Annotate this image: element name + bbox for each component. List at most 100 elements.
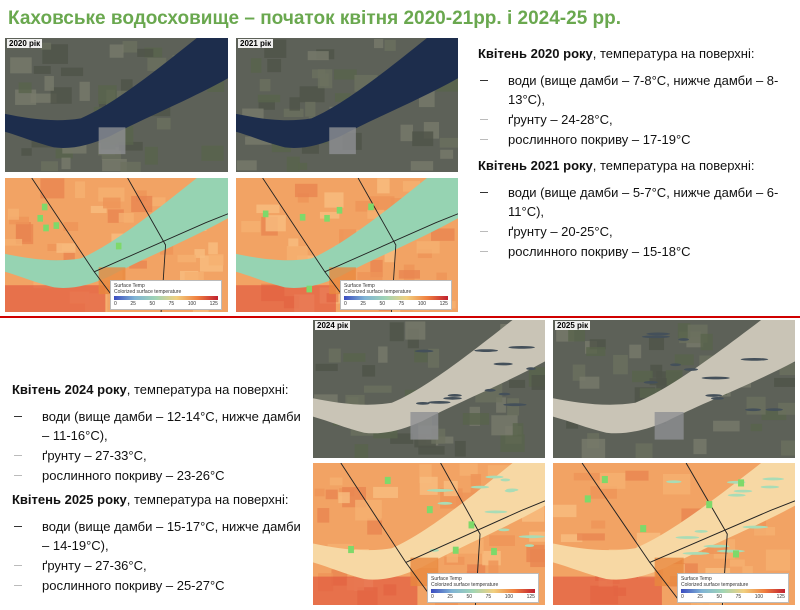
hot-zone xyxy=(236,285,336,312)
field xyxy=(446,550,458,563)
channel xyxy=(703,544,730,548)
channel xyxy=(760,485,780,489)
field xyxy=(512,423,524,437)
field xyxy=(208,254,224,266)
legend: Surface Temp Colorized surface temperatur… xyxy=(110,280,222,310)
channel xyxy=(485,475,504,479)
road xyxy=(581,463,680,601)
field xyxy=(297,193,309,203)
legend-subtitle: Colorized surface temperature xyxy=(114,289,182,295)
legend-tick: 0 xyxy=(681,594,684,600)
field xyxy=(377,178,390,194)
field xyxy=(201,145,224,161)
legend-tick: 100 xyxy=(187,301,197,307)
satellite-image: 2021 рік xyxy=(236,38,458,172)
reservoir xyxy=(313,320,545,434)
legend-tick: 100 xyxy=(754,594,764,600)
field xyxy=(491,415,518,436)
field xyxy=(531,375,545,390)
field xyxy=(334,93,351,102)
field xyxy=(700,333,713,351)
field xyxy=(44,76,54,91)
image-label: 2024 рік xyxy=(315,321,351,330)
text-block: Квітень 2021 року, температура на поверх… xyxy=(478,156,790,273)
legend-tick: 50 xyxy=(716,594,723,600)
green-patch xyxy=(601,475,608,484)
field xyxy=(334,69,357,80)
field xyxy=(283,108,304,118)
field xyxy=(324,192,344,208)
green-patch xyxy=(738,479,745,487)
green-patch xyxy=(37,214,44,222)
section-heading: Квітень 2024 року, температура на поверх… xyxy=(12,380,302,399)
town xyxy=(329,127,356,155)
field xyxy=(259,79,271,92)
field xyxy=(705,567,731,578)
field xyxy=(577,533,605,541)
field xyxy=(761,410,787,421)
field xyxy=(373,486,399,498)
field xyxy=(47,243,62,251)
reservoir xyxy=(553,320,795,434)
list-item: рослинного покриву – 15-18°C xyxy=(478,242,790,261)
field xyxy=(103,197,121,209)
image-art xyxy=(313,320,545,458)
legend-tick: 50 xyxy=(466,594,473,600)
field xyxy=(427,348,440,368)
field xyxy=(265,215,286,232)
reservoir xyxy=(313,463,545,580)
legend-tick: 25 xyxy=(447,594,453,600)
field xyxy=(21,148,32,156)
legend-subtitle: Colorized surface temperature xyxy=(344,289,412,295)
green-patch xyxy=(584,495,591,503)
field xyxy=(431,228,455,241)
field xyxy=(454,440,466,457)
item-list: води (вище дамби – 15-17°C, нижче дамби … xyxy=(12,517,302,595)
legend-subtitle: Colorized surface temperature xyxy=(431,582,499,588)
channel xyxy=(641,335,671,339)
field xyxy=(650,364,663,378)
legend-tick: 75 xyxy=(485,594,492,600)
field xyxy=(299,86,325,103)
field xyxy=(7,208,19,220)
field xyxy=(355,499,382,521)
road xyxy=(649,500,795,563)
green-patch xyxy=(348,545,354,554)
reservoir xyxy=(5,178,228,289)
field xyxy=(568,327,586,342)
legend-tick: 50 xyxy=(379,301,386,307)
hot-zone xyxy=(313,576,418,605)
field xyxy=(507,398,520,416)
channel xyxy=(503,403,527,407)
legend-tick: 125 xyxy=(526,594,535,600)
field xyxy=(56,243,76,253)
field xyxy=(286,245,308,260)
legend-tick: 75 xyxy=(735,594,742,600)
field xyxy=(754,526,776,536)
field xyxy=(384,245,396,263)
legend-bar xyxy=(344,296,448,300)
green-patch xyxy=(640,525,647,533)
field xyxy=(462,413,490,425)
field xyxy=(390,433,414,444)
satellite-image: 2020 рік xyxy=(5,38,228,172)
thermal-image: Surface Temp Colorized surface temperatur… xyxy=(5,178,228,312)
green-patch xyxy=(491,547,497,556)
field xyxy=(329,477,343,486)
legend-bar xyxy=(114,296,218,300)
field xyxy=(488,560,499,577)
field xyxy=(374,38,384,49)
channel xyxy=(437,501,453,505)
field xyxy=(363,385,392,393)
channel xyxy=(666,480,682,484)
field xyxy=(639,388,662,398)
section-heading: Квітень 2020 року, температура на поверх… xyxy=(478,44,790,63)
list-item: води (вище дамби – 12-14°C, нижче дамби … xyxy=(12,407,302,445)
legend-bar xyxy=(431,589,535,593)
field xyxy=(288,238,299,247)
channel xyxy=(646,332,671,336)
channel xyxy=(426,488,454,492)
field xyxy=(354,444,369,458)
field xyxy=(746,396,766,415)
